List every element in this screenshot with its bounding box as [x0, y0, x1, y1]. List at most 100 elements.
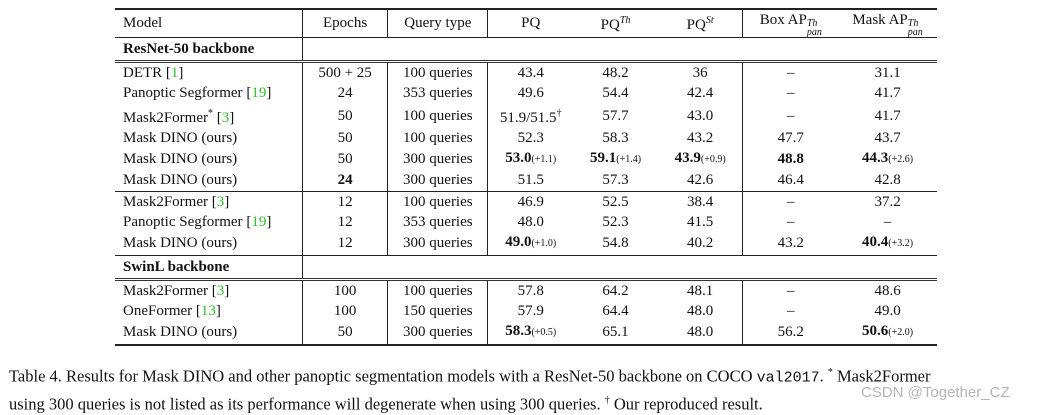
mask-ap-cell-value: 50.6: [862, 323, 888, 339]
model-name-text: DETR: [123, 65, 162, 81]
pq-th-cell-value: 52.5: [602, 194, 628, 210]
box-ap-cell-value: –: [787, 65, 795, 81]
box-ap-cell-value: 56.2: [778, 324, 804, 340]
header-pq-th-sup: Th: [620, 15, 631, 26]
mask-ap-cell-value: 40.4: [862, 234, 888, 250]
header-pq-st-base: PQ: [687, 17, 706, 33]
table-row: Mask DINO (ours) 50 100 queries 52.3 58.…: [115, 128, 937, 148]
model-name-text: Mask2Former: [123, 110, 208, 126]
mask-ap-cell-value: 42.8: [874, 172, 900, 188]
pq-st-cell-value: 43.0: [687, 108, 713, 124]
pq-cell-value: 49.6: [518, 85, 544, 101]
box-ap-cell: –: [743, 301, 838, 321]
results-table-body: ResNet-50 backbone DETR [1] 500 + 25 100…: [115, 38, 937, 345]
pq-cell: 51.9/51.5†: [488, 104, 574, 128]
pq-cell-value: 48.0: [518, 214, 544, 230]
pq-cell-value: 57.8: [518, 283, 544, 299]
header-box-ap-sub: pan: [807, 28, 822, 37]
pq-st-cell: 43.0: [658, 104, 743, 128]
epochs-cell: 24: [302, 83, 388, 103]
pq-cell-value: 57.9: [518, 303, 544, 319]
query-type-cell: 100 queries: [388, 104, 488, 128]
results-table-container: Model Epochs Query type PQ PQTh PQSt Box…: [115, 8, 937, 346]
box-ap-cell: –: [743, 191, 838, 212]
citation-link[interactable]: 13: [201, 303, 216, 319]
query-type-cell: 300 queries: [388, 148, 488, 170]
citation-link[interactable]: 19: [251, 214, 266, 230]
mask-ap-cell-value: 37.2: [874, 194, 900, 210]
pq-st-cell-value: 48.0: [687, 324, 713, 340]
pq-st-cell: 48.1: [658, 279, 743, 301]
mask-ap-cell-value: 43.7: [874, 130, 900, 146]
pq-th-cell-value: 54.4: [602, 85, 628, 101]
section-header-row: SwinL backbone: [115, 255, 937, 279]
pq-cell-value: 51.5: [518, 172, 544, 188]
header-pq-th-base: PQ: [601, 17, 620, 33]
header-pq-st-sup: St: [706, 15, 714, 26]
citation-link[interactable]: 1: [171, 65, 179, 81]
pq-cell: 46.9: [488, 191, 574, 212]
pq-st-cell: 42.6: [658, 170, 743, 191]
model-name-text: Mask DINO (ours): [123, 151, 237, 167]
box-ap-cell: 48.8: [743, 148, 838, 170]
pq-th-cell: 54.4: [573, 83, 658, 103]
mask-ap-cell-delta: (+2.0): [888, 327, 913, 338]
query-type-cell: 100 queries: [388, 279, 488, 301]
pq-cell: 49.6: [488, 83, 574, 103]
pq-st-cell-value: 36: [693, 65, 708, 81]
epochs-cell-value: 24: [338, 85, 353, 101]
mask-ap-cell-value: 41.7: [874, 85, 900, 101]
pq-th-cell-value: 48.2: [602, 65, 628, 81]
section-blank: [302, 255, 937, 279]
model-name-text: Mask DINO (ours): [123, 172, 237, 188]
mask-ap-cell: 48.6: [838, 279, 937, 301]
section-header-row: ResNet-50 backbone: [115, 38, 937, 62]
pq-th-cell-value: 54.8: [602, 235, 628, 251]
table-row: Mask2Former* [3] 50 100 queries 51.9/51.…: [115, 104, 937, 128]
box-ap-cell-value: –: [787, 303, 795, 319]
model-name-text: Mask2Former: [123, 194, 208, 210]
epochs-cell-value: 100: [334, 303, 357, 319]
pq-st-cell-value: 43.9: [675, 150, 701, 166]
pq-th-cell: 48.2: [573, 62, 658, 84]
pq-cell: 48.0: [488, 212, 574, 232]
caption-text: Table 4. Results for Mask DINO and other…: [9, 367, 757, 386]
pq-st-cell-value: 42.4: [687, 85, 713, 101]
caption-text: Mask2Former: [833, 367, 931, 386]
pq-cell: 53.0(+1.1): [488, 148, 574, 170]
model-name: Mask DINO (ours): [115, 148, 302, 170]
citation-link[interactable]: 3: [217, 194, 225, 210]
mask-ap-cell: 41.7: [838, 104, 937, 128]
model-name: Mask DINO (ours): [115, 321, 302, 344]
pq-th-cell-value: 57.3: [602, 172, 628, 188]
model-name: Mask DINO (ours): [115, 170, 302, 191]
query-type-cell: 300 queries: [388, 321, 488, 344]
epochs-cell-value: 50: [338, 324, 353, 340]
pq-st-cell: 36: [658, 62, 743, 84]
box-ap-cell: 56.2: [743, 321, 838, 344]
model-name-text: Mask DINO (ours): [123, 235, 237, 251]
epochs-cell: 24: [302, 170, 388, 191]
pq-st-cell: 48.0: [658, 321, 743, 344]
model-name: Mask2Former [3]: [115, 279, 302, 301]
dagger-mark: †: [557, 108, 562, 119]
model-name: Mask2Former [3]: [115, 191, 302, 212]
pq-st-cell-value: 41.5: [687, 214, 713, 230]
pq-cell-value: 43.4: [518, 65, 544, 81]
citation-link[interactable]: 3: [217, 283, 225, 299]
table-row: OneFormer [13] 100 150 queries 57.9 64.4…: [115, 301, 937, 321]
epochs-cell-value: 100: [334, 283, 357, 299]
header-pq-st: PQSt: [658, 9, 743, 38]
citation-link[interactable]: 3: [222, 110, 230, 126]
pq-cell: 51.5: [488, 170, 574, 191]
pq-cell: 43.4: [488, 62, 574, 84]
pq-cell-delta: (+0.5): [531, 327, 556, 338]
table-row: Mask DINO (ours) 24 300 queries 51.5 57.…: [115, 170, 937, 191]
citation-link[interactable]: 19: [251, 85, 266, 101]
mask-ap-cell-value: 44.3: [862, 150, 888, 166]
mask-ap-cell: 43.7: [838, 128, 937, 148]
box-ap-cell: 47.7: [743, 128, 838, 148]
mask-ap-cell: 31.1: [838, 62, 937, 84]
pq-th-cell: 59.1(+1.4): [573, 148, 658, 170]
